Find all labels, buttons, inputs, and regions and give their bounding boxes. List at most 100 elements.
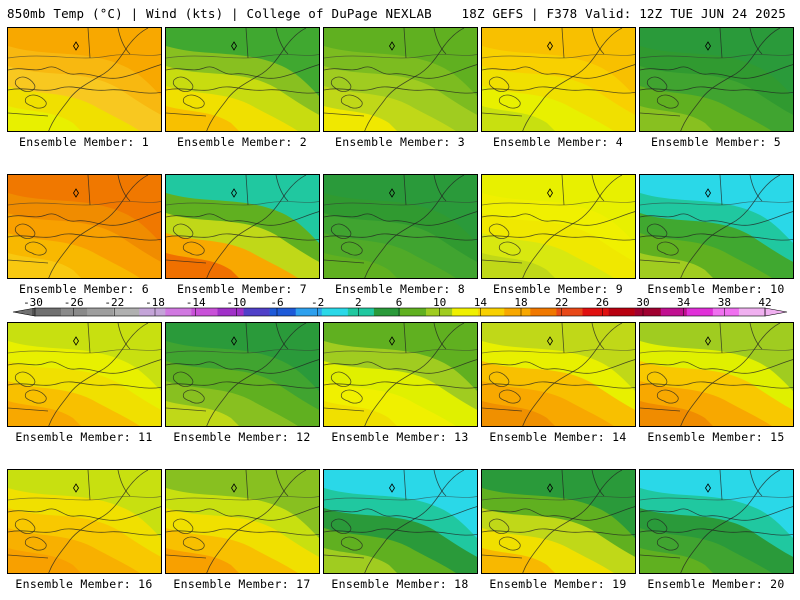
colorbar-swatch (165, 308, 192, 316)
temperature-map (640, 28, 793, 131)
temperature-map (482, 323, 635, 426)
colorbar-tick-label: -26 (64, 296, 84, 309)
temperature-map (324, 28, 477, 131)
colorbar-swatch (321, 308, 349, 316)
colorbar-swatch (504, 308, 531, 316)
ensemble-map-panel (323, 322, 478, 427)
colorbar-tick-label: 42 (758, 296, 771, 309)
colorbar-swatch (634, 308, 662, 316)
colorbar-tick-label: 26 (596, 296, 609, 309)
colorbar-swatch (217, 308, 244, 316)
colorbar-swatch (556, 308, 583, 316)
colorbar-swatch (608, 308, 635, 316)
temperature-map (8, 470, 161, 573)
temperature-map (482, 28, 635, 131)
temperature-map (166, 323, 319, 426)
ensemble-member-label: Ensemble Member: 4 (492, 135, 624, 149)
ensemble-map-panel (7, 469, 162, 574)
ensemble-map-panel (7, 174, 162, 279)
colorbar-swatch (660, 308, 688, 316)
ensemble-map-panel (639, 27, 794, 132)
ensemble-member-label: Ensemble Member: 14 (489, 430, 627, 444)
colorbar-tick-label: 34 (677, 296, 691, 309)
colorbar-swatch (113, 308, 140, 316)
ensemble-member-label: Ensemble Member: 7 (176, 282, 308, 296)
colorbar-tick-label: 10 (433, 296, 446, 309)
colorbar-swatch (295, 308, 323, 316)
ensemble-map-panel (481, 27, 636, 132)
ensemble-map-panel (7, 27, 162, 132)
ensemble-member-label: Ensemble Member: 10 (647, 282, 785, 296)
colorbar-tick-label: -2 (311, 296, 324, 309)
temperature-map (8, 175, 161, 278)
colorbar-tick-label: 14 (474, 296, 488, 309)
colorbar-swatch (35, 308, 62, 316)
ensemble-member-label: Ensemble Member: 5 (650, 135, 782, 149)
colorbar-tick-label: 2 (355, 296, 362, 309)
ensemble-member-label: Ensemble Member: 1 (18, 135, 150, 149)
colorbar-tick-label: -6 (270, 296, 283, 309)
ensemble-member-label: Ensemble Member: 8 (334, 282, 466, 296)
colorbar-swatch (426, 308, 453, 316)
ensemble-map-panel (481, 322, 636, 427)
ensemble-map-panel (165, 174, 320, 279)
ensemble-map-panel (323, 469, 478, 574)
ensemble-member-label: Ensemble Member: 2 (176, 135, 308, 149)
ensemble-member-label: Ensemble Member: 11 (15, 430, 153, 444)
ensemble-map-panel (481, 174, 636, 279)
colorbar-swatch (400, 308, 427, 316)
ensemble-map-panel (481, 469, 636, 574)
colorbar-swatch (686, 308, 714, 316)
ensemble-map-panel (165, 469, 320, 574)
colorbar-swatch (269, 308, 297, 316)
ensemble-member-label: Ensemble Member: 12 (173, 430, 311, 444)
temperature-map (324, 175, 477, 278)
colorbar-swatch (243, 308, 270, 316)
ensemble-map-panel (323, 27, 478, 132)
ensemble-map-panel (165, 322, 320, 427)
colorbar-swatch (191, 308, 218, 316)
colorbar-tick-label: 6 (396, 296, 403, 309)
temperature-map (324, 470, 477, 573)
colorbar-swatch (373, 308, 401, 316)
temperature-map (166, 28, 319, 131)
ensemble-member-label: Ensemble Member: 18 (331, 577, 469, 591)
colorbar-tick-label: 22 (555, 296, 568, 309)
colorbar-tick-label: 30 (636, 296, 649, 309)
colorbar-swatch (478, 308, 505, 316)
colorbar-tick-label: -18 (145, 296, 165, 309)
temperature-map (166, 175, 319, 278)
ensemble-member-label: Ensemble Member: 9 (492, 282, 624, 296)
colorbar-tick-label: 18 (514, 296, 527, 309)
colorbar-swatch (87, 308, 114, 316)
colorbar-swatch (139, 308, 166, 316)
temperature-map (640, 175, 793, 278)
ensemble-member-label: Ensemble Member: 3 (334, 135, 466, 149)
header-run-info: 18Z GEFS | F378 Valid: 12Z TUE JUN 24 20… (461, 6, 786, 21)
temperature-colorbar: -30 -26 -22 -18 -14 -10 -6 -2 2 6 10 14 18 22 26 30 34 38… (12, 296, 788, 317)
ensemble-map-panel (323, 174, 478, 279)
temperature-map (640, 323, 793, 426)
temperature-map (640, 470, 793, 573)
header-title: 850mb Temp (°C) | Wind (kts) | College o… (7, 6, 432, 21)
ensemble-member-label: Ensemble Member: 15 (647, 430, 785, 444)
ensemble-map-panel (639, 322, 794, 427)
colorbar-swatch (712, 308, 740, 316)
temperature-map (482, 470, 635, 573)
colorbar-tick-label: -22 (104, 296, 124, 309)
colorbar-swatch (738, 308, 766, 316)
ensemble-member-label: Ensemble Member: 16 (15, 577, 153, 591)
ensemble-member-label: Ensemble Member: 13 (331, 430, 469, 444)
ensemble-map-panel (165, 27, 320, 132)
temperature-map (482, 175, 635, 278)
temperature-map (8, 323, 161, 426)
ensemble-map-panel (639, 469, 794, 574)
temperature-map (166, 470, 319, 573)
ensemble-member-label: Ensemble Member: 19 (489, 577, 627, 591)
ensemble-map-panel (7, 322, 162, 427)
colorbar-tick-label: -30 (23, 296, 43, 309)
temperature-map (324, 323, 477, 426)
colorbar-swatch (582, 308, 609, 316)
colorbar-swatch (530, 308, 557, 316)
colorbar-tick-label: -10 (226, 296, 246, 309)
